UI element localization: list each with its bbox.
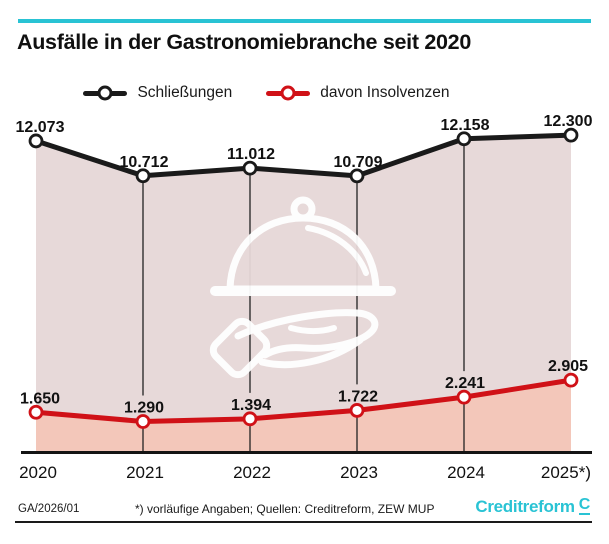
data-point-marker-insolvenzen-line-2021 (135, 414, 151, 429)
x-axis-label-2025*): 2025*) (541, 463, 591, 482)
data-point-marker-insolvenzen-line-2025*) (563, 372, 579, 388)
x-axis-label-2020: 2020 (19, 463, 57, 482)
legend-label-schliessungen: Schließungen (137, 84, 233, 101)
data-point-marker-schliessungen-line-2022 (242, 160, 258, 176)
black-line-swatch-icon (83, 85, 128, 101)
legend-label-insolvenzen: davon Insolvenzen (320, 84, 450, 101)
x-axis-label-2022: 2022 (233, 463, 271, 482)
data-point-marker-schliessungen-line-2024 (456, 131, 472, 147)
data-point-label: 2.905 (548, 358, 588, 375)
data-point-label: 1.650 (20, 390, 60, 407)
data-point-label: 10.709 (334, 154, 383, 171)
footer-rule (15, 521, 592, 523)
legend-item-insolvenzen: davon Insolvenzen (266, 84, 450, 102)
data-point-label: 12.158 (441, 117, 490, 134)
hand-bottom-icon (258, 336, 364, 369)
thumb-icon (288, 325, 337, 334)
data-point-label: 11.012 (227, 146, 275, 163)
data-point-marker-schliessungen-line-2025*) (563, 127, 579, 143)
x-axis-label-2021: 2021 (126, 463, 164, 482)
data-point-label: 2.241 (445, 375, 485, 392)
data-point-label: 1.722 (338, 388, 378, 405)
schliessungen-line (33, 132, 574, 179)
x-axis-label-2023: 2023 (340, 463, 378, 482)
open-circle-marker-icon (97, 85, 113, 101)
footer-id: GA/2026/01 (18, 503, 80, 515)
creditreform-c-icon: C (578, 496, 590, 515)
open-circle-marker-icon (280, 85, 296, 101)
page-title: Ausfälle in der Gastronomiebranche seit … (17, 30, 471, 54)
creditreform-wordmark: Creditreform (475, 497, 575, 516)
data-point-marker-insolvenzen-line-2020 (28, 404, 44, 420)
data-point-label: 1.290 (124, 399, 164, 416)
data-point-marker-schliessungen-line-2020 (28, 133, 44, 149)
cloche-hand-icon (209, 196, 396, 379)
data-point-label: 12.300 (544, 113, 593, 130)
cloche-dome-icon (226, 214, 380, 293)
accent-rule (18, 19, 591, 23)
data-point-marker-schliessungen-line-2021 (135, 168, 151, 184)
red-line-swatch-icon (266, 85, 311, 101)
x-axis-label-2024: 2024 (447, 463, 485, 482)
hand-icon (234, 309, 379, 359)
legend: Schließungen davon Insolvenzen (0, 84, 571, 102)
creditreform-logo: Creditreform C (475, 497, 590, 517)
cuff-icon (209, 317, 271, 379)
footnote-sources: *) vorläufige Angaben; Quellen: Creditre… (135, 502, 435, 516)
data-point-marker-insolvenzen-line-2023 (349, 403, 365, 418)
data-point-marker-schliessungen-line-2023 (349, 168, 365, 184)
data-point-label: 10.712 (120, 154, 169, 171)
insolvenzen-line (33, 377, 574, 424)
data-point-label: 1.394 (231, 397, 271, 414)
data-point-label: 12.073 (16, 119, 65, 136)
cloche-highlight-icon (305, 225, 369, 276)
data-point-marker-insolvenzen-line-2024 (456, 389, 472, 405)
legend-item-schliessungen: Schließungen (83, 84, 232, 102)
data-point-marker-insolvenzen-line-2022 (242, 411, 258, 427)
